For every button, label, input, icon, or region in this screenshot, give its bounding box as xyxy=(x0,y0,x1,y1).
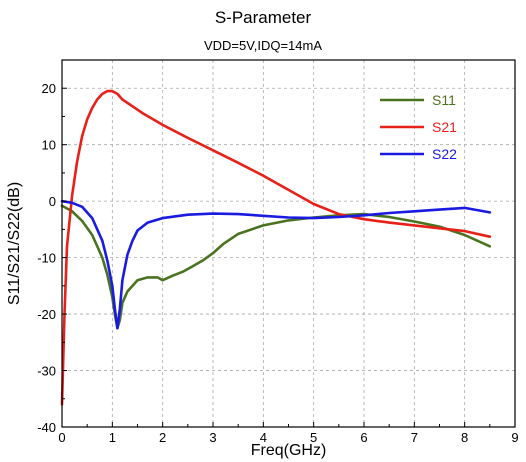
series-lines xyxy=(60,89,492,406)
x-tick-label: 1 xyxy=(109,430,116,445)
x-tick-label: 2 xyxy=(159,430,166,445)
legend-label-s22: S22 xyxy=(432,146,457,162)
y-tick-label: -20 xyxy=(37,307,56,322)
y-tick-label: 0 xyxy=(49,194,56,209)
y-tick-label: -30 xyxy=(37,364,56,379)
legend-label-s11: S11 xyxy=(432,92,456,108)
plot-frame xyxy=(61,59,516,428)
chart-title: S-Parameter xyxy=(214,8,312,27)
y-tick-label: 20 xyxy=(42,81,56,96)
x-tick-label: 5 xyxy=(310,430,317,445)
x-axis-label: Freq(GHz) xyxy=(251,442,327,459)
x-tick-label: 7 xyxy=(411,430,418,445)
legend: S11 S21 S22 xyxy=(380,92,457,162)
y-tick-label: 10 xyxy=(42,138,56,153)
grid xyxy=(62,60,515,427)
series-line-s22 xyxy=(60,199,492,330)
series-line-s11 xyxy=(60,204,492,330)
x-tick-label: 6 xyxy=(360,430,367,445)
series-line-s21 xyxy=(60,89,492,406)
x-tick-label: 0 xyxy=(58,430,65,445)
x-tick-label: 8 xyxy=(461,430,468,445)
axis-ticks: 0 1 2 3 4 5 6 7 8 9 -40 -30 -20 -10 0 10 20 xyxy=(37,81,518,445)
y-axis-label: S11/S21/S22(dB) xyxy=(6,182,23,305)
x-tick-label: 3 xyxy=(209,430,216,445)
y-tick-label: -10 xyxy=(37,251,56,266)
y-tick-label: -40 xyxy=(37,420,56,435)
x-tick-label: 4 xyxy=(260,430,267,445)
x-tick-label: 9 xyxy=(511,430,518,445)
legend-label-s21: S21 xyxy=(432,119,457,135)
chart-subtitle: VDD=5V,IDQ=14mA xyxy=(203,38,323,53)
